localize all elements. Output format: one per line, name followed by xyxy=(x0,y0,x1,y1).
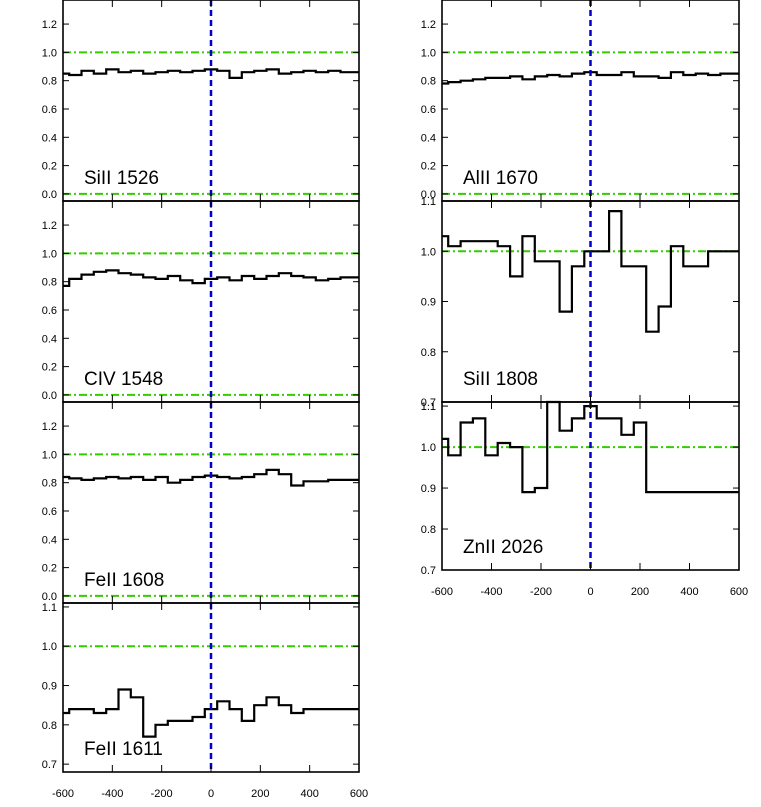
spectrum-line xyxy=(63,468,359,487)
spectrum-line xyxy=(442,210,739,333)
x-tick-label: 0 xyxy=(587,586,593,598)
y-tick-label: 0.8 xyxy=(42,720,57,732)
spectrum-panel: 0.7 0.8 0.9 1.0 1.1 -600 -400 -200 0 200 400 600 FeI… xyxy=(42,602,368,800)
spectrum-line xyxy=(63,269,359,287)
x-tick-label: -200 xyxy=(151,788,173,800)
x-tick-label: -200 xyxy=(530,586,552,598)
y-tick-label: 0.2 xyxy=(42,362,57,374)
y-tick-label: 0.6 xyxy=(42,506,57,518)
y-tick-label: 0.7 xyxy=(42,759,57,771)
y-tick-label: 0.2 xyxy=(42,563,57,575)
x-tick-label: -400 xyxy=(480,586,502,598)
y-tick-label: 1.2 xyxy=(421,19,436,31)
y-tick-label: 1.1 xyxy=(421,401,436,413)
ion-label: FeII 1611 xyxy=(84,739,163,760)
y-tick-label: 0.4 xyxy=(42,534,57,546)
ion-label: AlII 1670 xyxy=(463,168,538,189)
y-tick-label: 0.6 xyxy=(421,104,436,116)
y-tick-label: 0.9 xyxy=(421,297,436,309)
y-tick-label: 0.9 xyxy=(42,681,57,693)
y-tick-label: 1.0 xyxy=(421,47,436,59)
y-tick-label: 1.2 xyxy=(42,220,57,232)
y-tick-label: 0.0 xyxy=(42,189,57,201)
y-tick-label: 1.0 xyxy=(42,449,57,461)
x-tick-label: 200 xyxy=(631,586,649,598)
y-tick-label: 0.6 xyxy=(42,104,57,116)
y-tick-label: 0.8 xyxy=(421,76,436,88)
x-tick-label: 400 xyxy=(300,788,318,800)
x-tick-label: -600 xyxy=(52,788,74,800)
y-tick-label: 0.8 xyxy=(42,478,57,490)
y-tick-label: 1.2 xyxy=(42,19,57,31)
spectrum-panel: 0.0 0.2 0.4 0.6 0.8 1.0 1.2 CIV 1548 xyxy=(42,200,360,403)
y-tick-label: 0.0 xyxy=(42,390,57,402)
y-tick-label: 0.7 xyxy=(421,397,436,409)
y-tick-label: 0.9 xyxy=(421,483,436,495)
y-tick-label: 0.0 xyxy=(42,591,57,603)
spectrum-panel: 0.7 0.8 0.9 1.0 1.1 SiII 1808 xyxy=(421,196,740,409)
x-tick-label: -600 xyxy=(431,586,453,598)
y-tick-label: 0.0 xyxy=(421,189,436,201)
spectrum-panel: 0.0 0.2 0.4 0.6 0.8 1.0 1.2 FeII 1608 xyxy=(42,401,360,604)
y-tick-label: 1.0 xyxy=(42,248,57,260)
ion-label: ZnII 2026 xyxy=(463,537,543,558)
y-tick-label: 0.8 xyxy=(42,277,57,289)
spectrum-line xyxy=(63,68,359,79)
y-tick-label: 1.2 xyxy=(42,421,57,433)
spectrum-panel: 0.7 0.8 0.9 1.0 1.1 -600 -400 -200 0 200 400 600 ZnI… xyxy=(421,400,748,598)
y-tick-label: 1.1 xyxy=(421,196,436,208)
spectrum-line xyxy=(63,688,359,738)
y-tick-label: 0.2 xyxy=(421,161,436,173)
y-tick-label: 0.2 xyxy=(42,161,57,173)
ion-label: FeII 1608 xyxy=(84,570,164,591)
x-tick-label: 600 xyxy=(350,788,368,800)
y-tick-label: 0.8 xyxy=(42,76,57,88)
spectrum-panel: 0.0 0.2 0.4 0.6 0.8 1.0 1.2 AlII 1670 xyxy=(421,0,740,202)
y-tick-label: 0.4 xyxy=(42,333,57,345)
ion-label: SiII 1808 xyxy=(463,369,538,390)
x-tick-label: 0 xyxy=(208,788,214,800)
y-tick-label: 1.1 xyxy=(42,602,57,614)
y-tick-label: 1.0 xyxy=(42,47,57,59)
y-tick-label: 0.8 xyxy=(421,347,436,359)
y-tick-label: 0.4 xyxy=(42,132,57,144)
x-tick-label: -400 xyxy=(101,788,123,800)
spectrum-line xyxy=(442,71,739,85)
y-tick-label: 0.6 xyxy=(42,305,57,317)
spectrum-panel: 0.0 0.2 0.4 0.6 0.8 1.0 1.2 SiII 1526 xyxy=(42,0,360,202)
y-tick-label: 1.0 xyxy=(421,246,436,258)
x-tick-label: 600 xyxy=(730,586,748,598)
ion-label: SiII 1526 xyxy=(84,168,159,189)
x-tick-label: 200 xyxy=(251,788,269,800)
y-tick-label: 0.7 xyxy=(421,565,436,577)
y-tick-label: 0.8 xyxy=(421,524,436,536)
y-tick-label: 1.0 xyxy=(421,442,436,454)
ion-label: CIV 1548 xyxy=(84,369,163,390)
spectrum-line xyxy=(442,400,739,494)
x-tick-label: 400 xyxy=(680,586,698,598)
y-tick-label: 0.4 xyxy=(421,132,436,144)
y-tick-label: 1.0 xyxy=(42,641,57,653)
